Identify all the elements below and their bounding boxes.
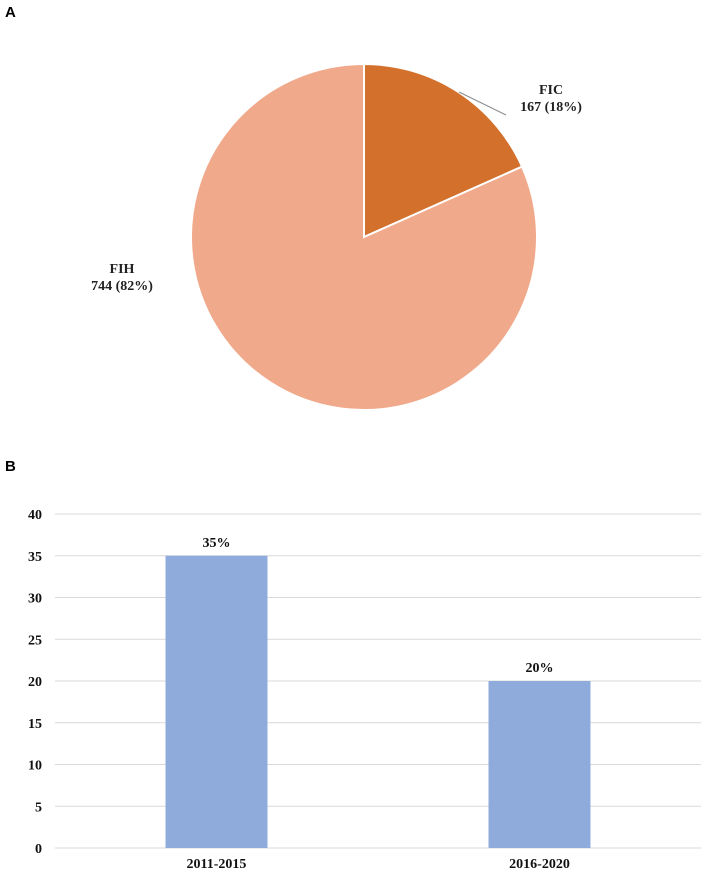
y-tick-35: 35 <box>28 550 42 565</box>
pie-slice-fih <box>190 62 538 411</box>
slice-label-fih: FIH <box>110 262 135 277</box>
data-label-2011-2015: 35% <box>203 536 231 551</box>
bar-2016-2020 <box>488 681 591 848</box>
bar-2011-2015 <box>165 555 268 848</box>
panel-label-a: A <box>5 4 16 21</box>
y-tick-0: 0 <box>35 842 42 857</box>
x-tick-2011-2015: 2011-2015 <box>187 857 247 872</box>
bar-chart: 0 5 10 15 20 25 30 35 40 35% 20% 2011-2015 2016-20… <box>28 508 701 872</box>
bar-gridlines <box>55 513 701 849</box>
bar-series <box>165 555 591 848</box>
bar-data-labels: 35% 20% <box>203 536 554 676</box>
pie-slice-fic <box>363 62 524 239</box>
panel-label-b: B <box>5 458 16 475</box>
x-tick-2016-2020: 2016-2020 <box>509 857 570 872</box>
y-tick-40: 40 <box>28 508 42 523</box>
y-tick-15: 15 <box>28 717 42 732</box>
bar-y-tick-labels: 0 5 10 15 20 25 30 35 40 <box>28 508 42 857</box>
y-tick-25: 25 <box>28 633 42 648</box>
data-label-2016-2020: 20% <box>526 661 554 676</box>
y-tick-10: 10 <box>28 759 42 774</box>
pie-chart: FIC 167 (18%) FIH 744 (82%) <box>91 62 582 411</box>
fic-leader-line <box>458 91 507 116</box>
pie-slices <box>190 62 538 411</box>
y-tick-5: 5 <box>35 800 42 815</box>
slice-value-fic: 167 (18%) <box>520 100 582 115</box>
slice-value-fih: 744 (82%) <box>91 279 153 294</box>
bar-x-tick-labels: 2011-2015 2016-2020 <box>187 857 570 872</box>
y-tick-30: 30 <box>28 592 42 607</box>
y-tick-20: 20 <box>28 675 42 690</box>
slice-label-fic: FIC <box>539 83 563 98</box>
